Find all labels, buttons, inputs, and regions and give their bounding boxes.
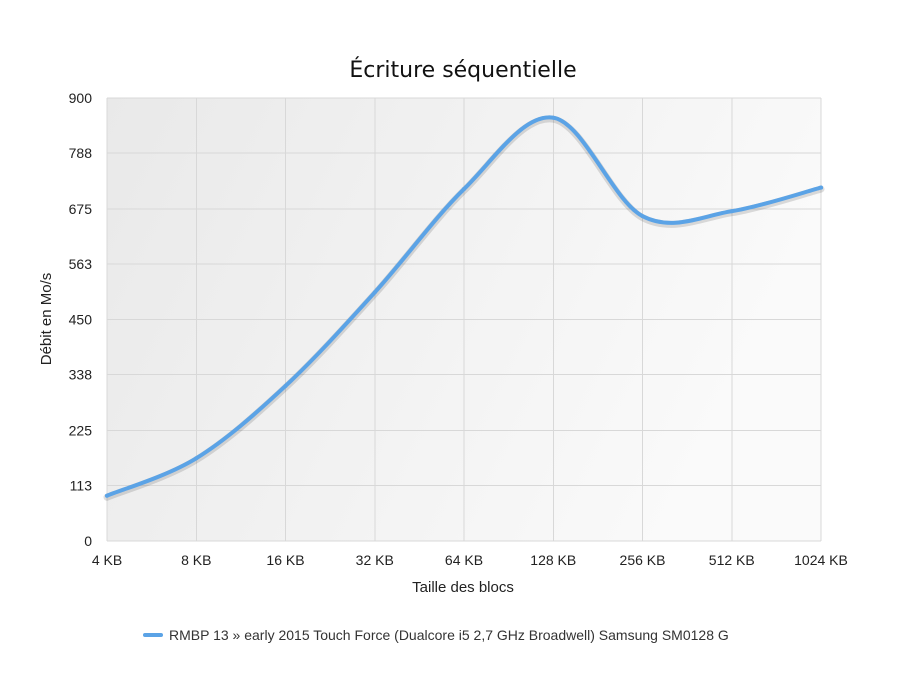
x-tick-label: 128 KB <box>530 552 576 568</box>
y-tick-label: 900 <box>69 90 93 106</box>
data-point <box>819 185 823 190</box>
series-layer <box>103 115 825 501</box>
y-tick-label: 563 <box>69 256 93 272</box>
chart-title: Écriture séquentielle <box>349 57 576 83</box>
y-tick-label: 338 <box>69 367 93 383</box>
x-tick-label: 64 KB <box>445 552 483 568</box>
data-point <box>283 383 288 388</box>
data-point <box>729 209 734 214</box>
x-tick-label: 512 KB <box>709 552 755 568</box>
legend-label: RMBP 13 » early 2015 Touch Force (Dualco… <box>169 627 729 643</box>
y-tick-label: 675 <box>69 201 93 217</box>
x-tick-label: 32 KB <box>356 552 394 568</box>
data-point <box>194 456 199 461</box>
x-tick-label: 4 KB <box>92 552 122 568</box>
data-point <box>372 290 377 295</box>
data-point <box>105 493 109 498</box>
y-tick-label: 113 <box>70 477 93 493</box>
x-axis-label: Taille des blocs <box>412 579 514 596</box>
x-tick-label: 8 KB <box>181 552 211 568</box>
y-tick-label: 450 <box>69 312 93 328</box>
x-tick-label: 16 KB <box>266 552 304 568</box>
y-axis-label: Débit en Mo/s <box>38 273 55 366</box>
y-tick-label: 0 <box>84 533 92 549</box>
y-axis-ticks: 0 113 225 338 450 563 675 788 900 <box>69 90 93 549</box>
data-point <box>551 115 556 120</box>
data-point <box>640 214 645 219</box>
data-point <box>462 187 466 192</box>
y-tick-label: 788 <box>69 145 93 161</box>
x-tick-label: 1024 KB <box>794 552 848 568</box>
legend: RMBP 13 » early 2015 Touch Force (Dualco… <box>143 627 729 643</box>
x-tick-label: 256 KB <box>620 552 666 568</box>
x-axis-ticks: 4 KB 8 KB 16 KB 32 KB 64 KB 128 KB 256 KB 512 K… <box>92 552 848 568</box>
y-tick-label: 225 <box>69 422 93 438</box>
gridlines <box>106 97 822 542</box>
